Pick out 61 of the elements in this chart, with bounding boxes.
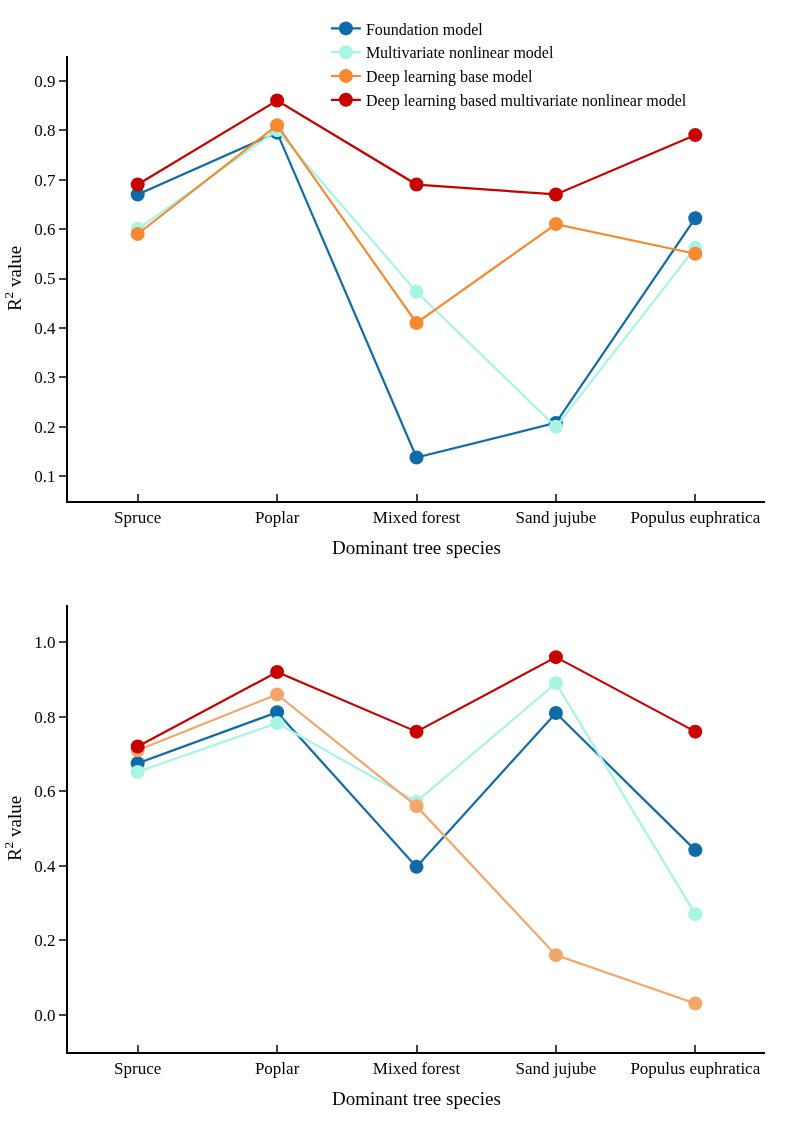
legend-label: Foundation model xyxy=(365,20,484,38)
y-tick-label: 0.2 xyxy=(34,417,56,437)
point xyxy=(548,676,563,691)
point xyxy=(688,996,703,1011)
y-tick-label: 0.2 xyxy=(34,931,56,951)
x-tick-label: Mixed forest xyxy=(372,1059,461,1079)
point xyxy=(409,450,424,465)
y-tick-label: 0.9 xyxy=(34,71,56,91)
point xyxy=(409,316,424,330)
y-tick-label: 0.8 xyxy=(34,121,56,141)
y-tick-label: 0.0 xyxy=(34,1005,56,1025)
point xyxy=(270,716,285,731)
x-tick-label: Spruce xyxy=(114,1059,162,1079)
point xyxy=(130,764,145,779)
legend-label: Deep learning based multivariate nonlinear model xyxy=(365,92,687,111)
y-tick-label: 0.4 xyxy=(34,318,57,338)
y-tick-label: 0.1 xyxy=(34,467,56,487)
point xyxy=(130,177,145,192)
y-tick-label: 1.0 xyxy=(34,633,56,653)
point xyxy=(409,724,424,739)
y-tick-label: 0.4 xyxy=(34,856,57,876)
point xyxy=(270,118,285,133)
y-tick-label: 0.5 xyxy=(34,269,56,289)
y-tick-label: 0.6 xyxy=(34,220,56,240)
point xyxy=(548,650,563,665)
point xyxy=(270,93,285,108)
point xyxy=(409,284,424,299)
point xyxy=(688,907,703,922)
y-tick-label: 0.3 xyxy=(34,368,56,388)
point xyxy=(688,128,703,143)
point xyxy=(270,687,285,702)
point xyxy=(548,187,563,202)
x-tick-label: Mixed forest xyxy=(372,508,461,528)
x-tick-label: Sand jujube xyxy=(515,1059,597,1079)
point xyxy=(548,706,563,721)
x-tick-label: Poplar xyxy=(254,508,300,528)
x-axis-title: Dominant tree species xyxy=(332,1087,501,1109)
point xyxy=(409,799,424,814)
y-tick-label: 0.8 xyxy=(34,707,56,727)
point xyxy=(688,211,703,226)
point xyxy=(548,217,563,232)
point xyxy=(688,246,703,261)
x-tick-label: Sand jujube xyxy=(515,508,597,528)
point xyxy=(270,665,285,680)
legend-label: Deep learning base model xyxy=(365,68,534,87)
legend-label: Multivariate nonlinear model xyxy=(365,44,554,62)
y-tick-label: 0.7 xyxy=(34,170,57,190)
point xyxy=(688,843,703,858)
x-tick-label: Populus euphratica xyxy=(630,1059,761,1079)
x-tick-label: Poplar xyxy=(254,1059,300,1079)
point xyxy=(130,739,145,754)
x-axis-title: Dominant tree species xyxy=(332,536,501,558)
point xyxy=(409,177,424,192)
x-tick-label: Spruce xyxy=(114,508,162,528)
x-tick-label: Populus euphratica xyxy=(630,508,761,528)
point xyxy=(688,724,703,739)
y-tick-label: 0.6 xyxy=(34,782,56,802)
point xyxy=(409,859,424,874)
point xyxy=(548,419,563,434)
point xyxy=(548,948,563,963)
point xyxy=(130,227,145,241)
